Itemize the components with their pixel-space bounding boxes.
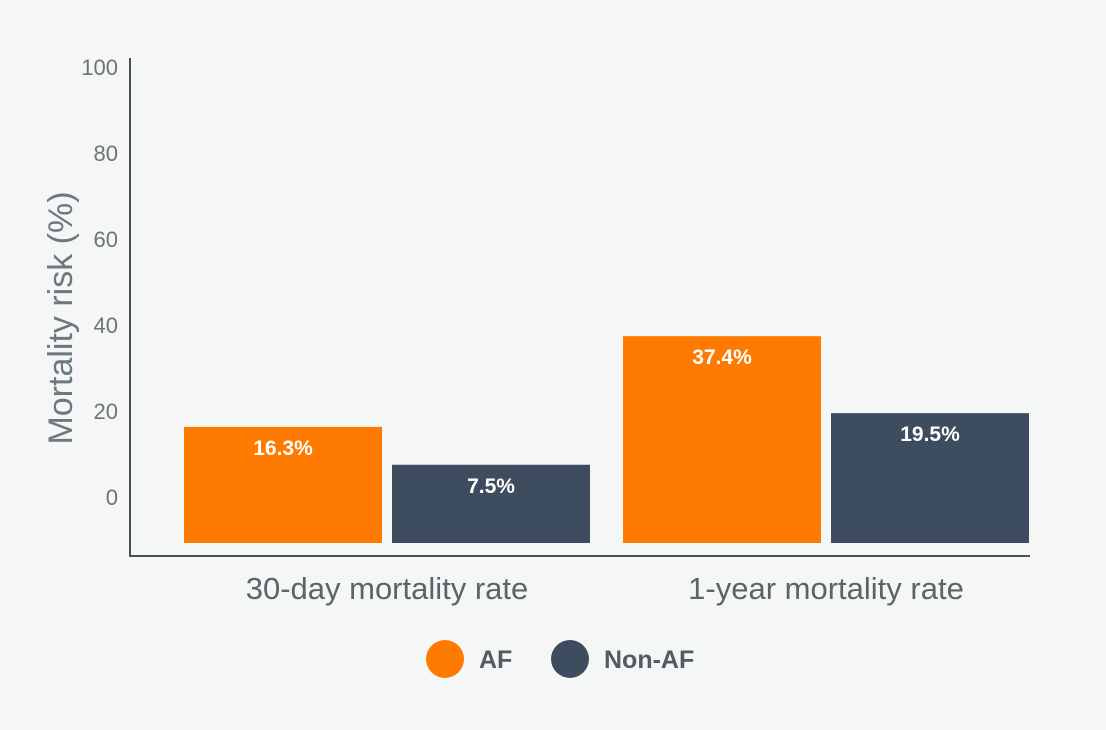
x-category-label: 30-day mortality rate [246, 571, 529, 606]
legend-label: Non-AF [604, 646, 694, 674]
data-label: 37.4% [692, 346, 752, 369]
bar-af-1 [184, 426, 382, 543]
y-tick-label: 0 [106, 485, 118, 510]
legend-swatch [426, 640, 464, 678]
legend: AF Non-AF [426, 640, 694, 678]
bars: 16.3% 37.4% 7.5% 19.5% [184, 336, 1029, 543]
bar-non-af-2 [831, 413, 1029, 543]
y-tick-label: 20 [94, 399, 118, 424]
legend-swatch [551, 640, 589, 678]
data-label: 19.5% [900, 423, 960, 446]
y-tick-label: 80 [94, 141, 118, 166]
category-labels: 30-day mortality rate 1-year mortality ra… [246, 571, 964, 606]
y-axis-title: Mortality risk (%) [42, 191, 80, 444]
y-tick-label: 60 [94, 227, 118, 252]
bar-af-2 [623, 336, 821, 543]
axes [129, 58, 1030, 557]
data-label: 16.3% [253, 437, 313, 460]
data-label: 7.5% [467, 475, 515, 498]
y-tick-label: 100 [81, 55, 118, 80]
x-category-label: 1-year mortality rate [688, 571, 964, 606]
bar-non-af-1 [392, 464, 590, 543]
y-axis-ticks: 0 20 40 60 80 100 [81, 55, 118, 510]
y-tick-label: 40 [94, 313, 118, 338]
legend-label: AF [479, 646, 512, 674]
